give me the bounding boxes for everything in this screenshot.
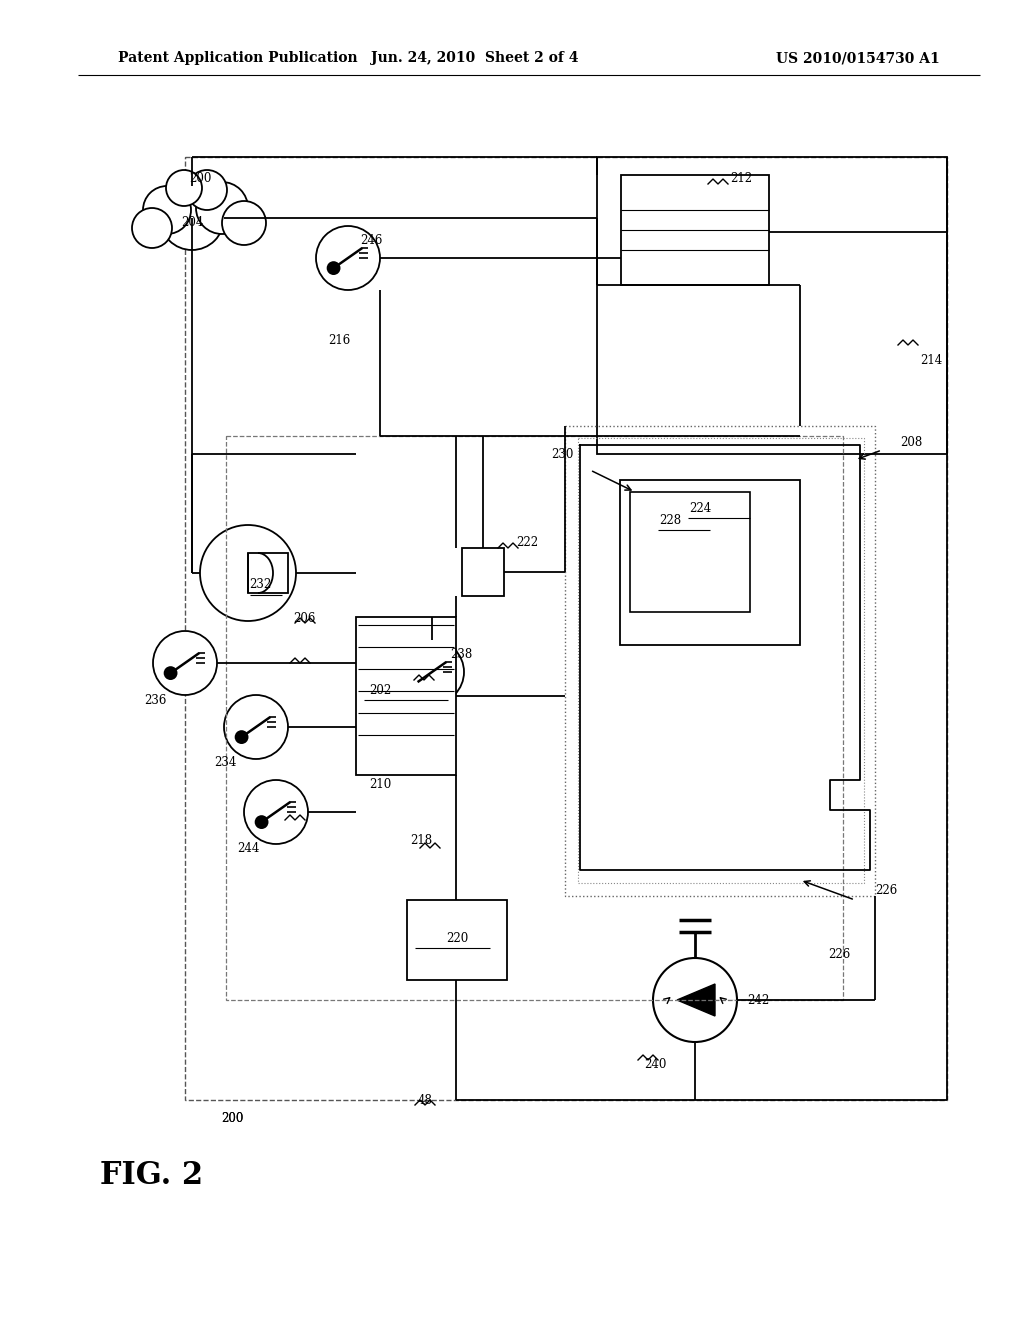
Text: 200: 200 bbox=[188, 172, 211, 185]
Bar bbox=[226, 436, 843, 1001]
Circle shape bbox=[316, 226, 380, 290]
Circle shape bbox=[224, 696, 288, 759]
Bar bbox=[407, 900, 507, 979]
Circle shape bbox=[244, 780, 308, 843]
Text: 200: 200 bbox=[221, 1111, 243, 1125]
Text: US 2010/0154730 A1: US 2010/0154730 A1 bbox=[776, 51, 940, 65]
Bar bbox=[565, 426, 874, 896]
Text: 210: 210 bbox=[369, 779, 391, 792]
Text: 202: 202 bbox=[369, 684, 391, 697]
Bar bbox=[621, 176, 769, 285]
Circle shape bbox=[187, 170, 227, 210]
Bar bbox=[185, 157, 947, 1100]
Circle shape bbox=[143, 186, 191, 234]
Circle shape bbox=[222, 201, 266, 246]
Text: Patent Application Publication: Patent Application Publication bbox=[118, 51, 357, 65]
Bar bbox=[597, 157, 947, 454]
Bar bbox=[248, 553, 288, 593]
Circle shape bbox=[165, 667, 176, 678]
Circle shape bbox=[153, 631, 217, 696]
Circle shape bbox=[132, 209, 172, 248]
Text: 242: 242 bbox=[746, 994, 769, 1006]
Text: 226: 226 bbox=[827, 949, 850, 961]
Text: 216: 216 bbox=[328, 334, 350, 346]
Text: 206: 206 bbox=[294, 611, 316, 624]
Text: 234: 234 bbox=[214, 755, 237, 768]
Text: 246: 246 bbox=[360, 234, 382, 247]
Circle shape bbox=[200, 525, 296, 620]
Text: 236: 236 bbox=[143, 693, 166, 706]
Bar bbox=[462, 548, 504, 597]
Text: FIG. 2: FIG. 2 bbox=[100, 1159, 204, 1191]
Circle shape bbox=[412, 676, 424, 688]
Text: 230: 230 bbox=[551, 449, 573, 462]
Text: 228: 228 bbox=[658, 513, 681, 527]
Bar bbox=[620, 480, 800, 645]
Text: 212: 212 bbox=[730, 172, 752, 185]
Text: 204: 204 bbox=[181, 216, 203, 230]
Text: 240: 240 bbox=[644, 1059, 667, 1072]
Text: 244: 244 bbox=[237, 842, 259, 854]
Text: Jun. 24, 2010  Sheet 2 of 4: Jun. 24, 2010 Sheet 2 of 4 bbox=[372, 51, 579, 65]
Circle shape bbox=[196, 182, 248, 234]
Text: 220: 220 bbox=[445, 932, 468, 945]
Bar bbox=[630, 492, 750, 612]
Text: 238: 238 bbox=[450, 648, 472, 661]
Text: 218: 218 bbox=[410, 833, 432, 846]
Text: 200: 200 bbox=[221, 1111, 243, 1125]
Polygon shape bbox=[677, 983, 715, 1016]
Circle shape bbox=[328, 263, 340, 275]
Circle shape bbox=[256, 816, 267, 828]
Circle shape bbox=[400, 640, 464, 704]
Text: 224: 224 bbox=[689, 502, 711, 515]
Circle shape bbox=[160, 186, 224, 249]
Circle shape bbox=[653, 958, 737, 1041]
Bar bbox=[356, 616, 456, 775]
Circle shape bbox=[236, 731, 248, 743]
Circle shape bbox=[166, 170, 202, 206]
Text: 48: 48 bbox=[417, 1093, 432, 1106]
Text: 226: 226 bbox=[874, 883, 897, 896]
Text: 214: 214 bbox=[920, 354, 942, 367]
Bar bbox=[578, 438, 864, 883]
Text: 232: 232 bbox=[249, 578, 271, 591]
Text: 208: 208 bbox=[900, 436, 923, 449]
Text: 222: 222 bbox=[516, 536, 539, 549]
